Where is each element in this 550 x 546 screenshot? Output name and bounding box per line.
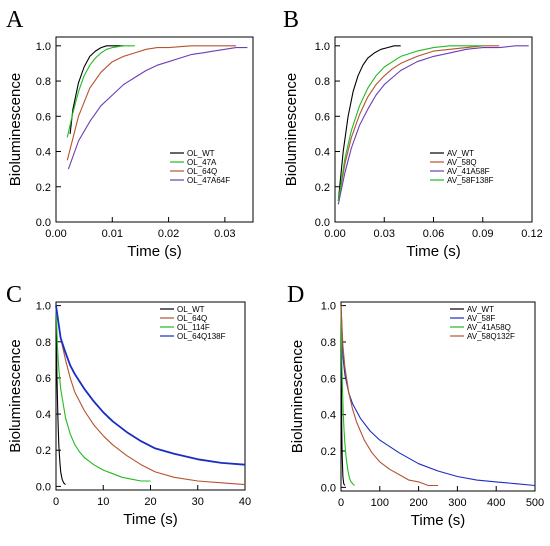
legend-label-b: AV_58F138F: [447, 176, 494, 185]
series-line-a-ol-wt: [69, 45, 124, 134]
y-tick-label-d: 0.0: [321, 482, 336, 494]
series-line-b-av-58f138f: [337, 45, 483, 201]
y-tick-label-d: 0.8: [321, 337, 336, 349]
legend-label-c: OL_64Q: [177, 314, 207, 323]
x-tick-label-a: 0.02: [158, 228, 179, 240]
plot-frame-a: [55, 36, 254, 223]
x-tick-label-c: 40: [239, 496, 251, 508]
series-line-d-av-41a58q: [340, 305, 355, 486]
series-line-a-ol-64q: [66, 45, 237, 161]
y-tick-label-b: 0.4: [315, 147, 330, 159]
series-line-c-ol-64q138f: [55, 305, 246, 466]
y-tick-label-c: 0.4: [36, 409, 51, 421]
x-axis-title-c: Time (s): [123, 511, 177, 528]
legend-label-a: OL_47A: [187, 158, 217, 167]
x-tick-label-a: 0.03: [214, 228, 235, 240]
x-tick-label-d: 400: [487, 497, 505, 509]
series-line-b-av-58q: [337, 45, 500, 201]
x-axis-title-a: Time (s): [127, 243, 181, 260]
x-axis-title-b: Time (s): [406, 243, 460, 260]
y-tick-label-c: 0.0: [36, 481, 51, 493]
legend-label-d: AV_41A58Q: [467, 323, 511, 332]
y-tick-label-b: 0.0: [315, 217, 330, 229]
series-line-c-ol-wt: [55, 305, 66, 485]
x-tick-label-b: 0.09: [472, 228, 493, 240]
legend-label-b: AV_41A58F: [447, 167, 490, 176]
series-line-c-ol-114f: [55, 305, 151, 482]
series-line-d-av-58q132f: [340, 305, 438, 487]
panel-letter-c: C: [6, 282, 22, 308]
x-tick-label-c: 30: [192, 496, 204, 508]
x-tick-label-b: 0.00: [324, 228, 345, 240]
x-tick-label-d: 300: [448, 497, 466, 509]
legend-label-a: OL_47A64F: [187, 176, 230, 185]
y-tick-label-b: 1.0: [315, 41, 330, 53]
x-tick-label-b: 0.06: [423, 228, 444, 240]
series-line-c-ol-64q: [55, 305, 246, 486]
x-tick-label-c: 20: [144, 496, 156, 508]
legend-label-d: AV_58F: [467, 314, 495, 323]
x-tick-label-a: 0.01: [102, 228, 123, 240]
legend-label-c: OL_114F: [177, 323, 210, 332]
legend-label-d: AV_WT: [467, 305, 494, 314]
x-tick-label-c: 0: [53, 496, 59, 508]
series-line-d-av-wt: [340, 305, 346, 486]
y-axis-title-b: Bioluminescence: [283, 73, 300, 186]
y-tick-label-c: 0.8: [36, 337, 51, 349]
legend-label-c: OL_64Q138F: [177, 332, 226, 341]
y-tick-label-a: 0.2: [36, 182, 51, 194]
x-tick-label-c: 10: [97, 496, 109, 508]
x-tick-label-d: 100: [371, 497, 389, 509]
y-axis-title-d: Bioluminescence: [289, 340, 306, 453]
x-tick-label-d: 500: [526, 497, 544, 509]
x-tick-label-b: 0.03: [374, 228, 395, 240]
panel-c: C 0 10 20 30 40 0.0 0.2 0.4 0.6 0.8 1.0 Time (s) Biol…: [6, 282, 251, 528]
panel-letter-a: A: [6, 7, 24, 33]
plot-frame-b: [334, 36, 533, 223]
x-axis-title-d: Time (s): [411, 512, 465, 529]
panel-b: B 0.00 0.03 0.06 0.09 0.12 0.0 0.2 0.4 0.6 0.8 1.0 T…: [283, 7, 543, 260]
x-tick-label-d: 0: [338, 497, 344, 509]
y-tick-label-a: 1.0: [36, 41, 51, 53]
panel-d: D 0 100 200 300 400 500 0.0 0.2 0.4 0.6 0.8 1.0 Time …: [287, 282, 544, 529]
y-axis-title-c: Bioluminescence: [7, 339, 24, 452]
y-tick-label-a: 0.4: [36, 147, 51, 159]
legend-label-c: OL_WT: [177, 305, 205, 314]
y-tick-label-b: 0.8: [315, 76, 330, 88]
y-tick-label-a: 0.0: [36, 217, 51, 229]
y-tick-label-c: 0.6: [36, 373, 51, 385]
y-tick-label-d: 0.2: [321, 446, 336, 458]
y-tick-label-b: 0.6: [315, 111, 330, 123]
legend-label-b: AV_WT: [447, 149, 474, 158]
x-tick-label-a: 0.00: [45, 228, 66, 240]
y-tick-label-d: 0.4: [321, 410, 336, 422]
y-tick-label-c: 0.2: [36, 445, 51, 457]
y-tick-label-d: 0.6: [321, 373, 336, 385]
panel-a: A 0.00 0.01 0.02 0.03 0.0 0.2 0.4 0.6 0.8 1.0 Time …: [6, 7, 254, 260]
y-tick-label-c: 1.0: [36, 301, 51, 313]
panel-letter-d: D: [287, 282, 304, 308]
y-tick-label-a: 0.6: [36, 111, 51, 123]
series-line-a-ol-47a: [66, 45, 135, 138]
y-axis-title-a: Bioluminescence: [7, 73, 24, 186]
y-tick-label-a: 0.8: [36, 76, 51, 88]
legend-label-a: OL_64Q: [187, 167, 217, 176]
x-tick-label-d: 200: [409, 497, 427, 509]
series-line-b-av-wt: [337, 45, 401, 201]
series-line-b-av-41a58f: [337, 45, 529, 205]
x-tick-label-b: 0.12: [521, 228, 542, 240]
y-tick-label-b: 0.2: [315, 182, 330, 194]
series-line-a-ol-47a64f: [67, 47, 248, 170]
legend-label-b: AV_58Q: [447, 158, 477, 167]
panel-letter-b: B: [283, 7, 299, 33]
legend-label-d: AV_58Q132F: [467, 332, 515, 341]
y-tick-label-d: 1.0: [321, 301, 336, 313]
legend-label-a: OL_WT: [187, 149, 215, 158]
series-line-d-av-58f: [340, 305, 536, 487]
